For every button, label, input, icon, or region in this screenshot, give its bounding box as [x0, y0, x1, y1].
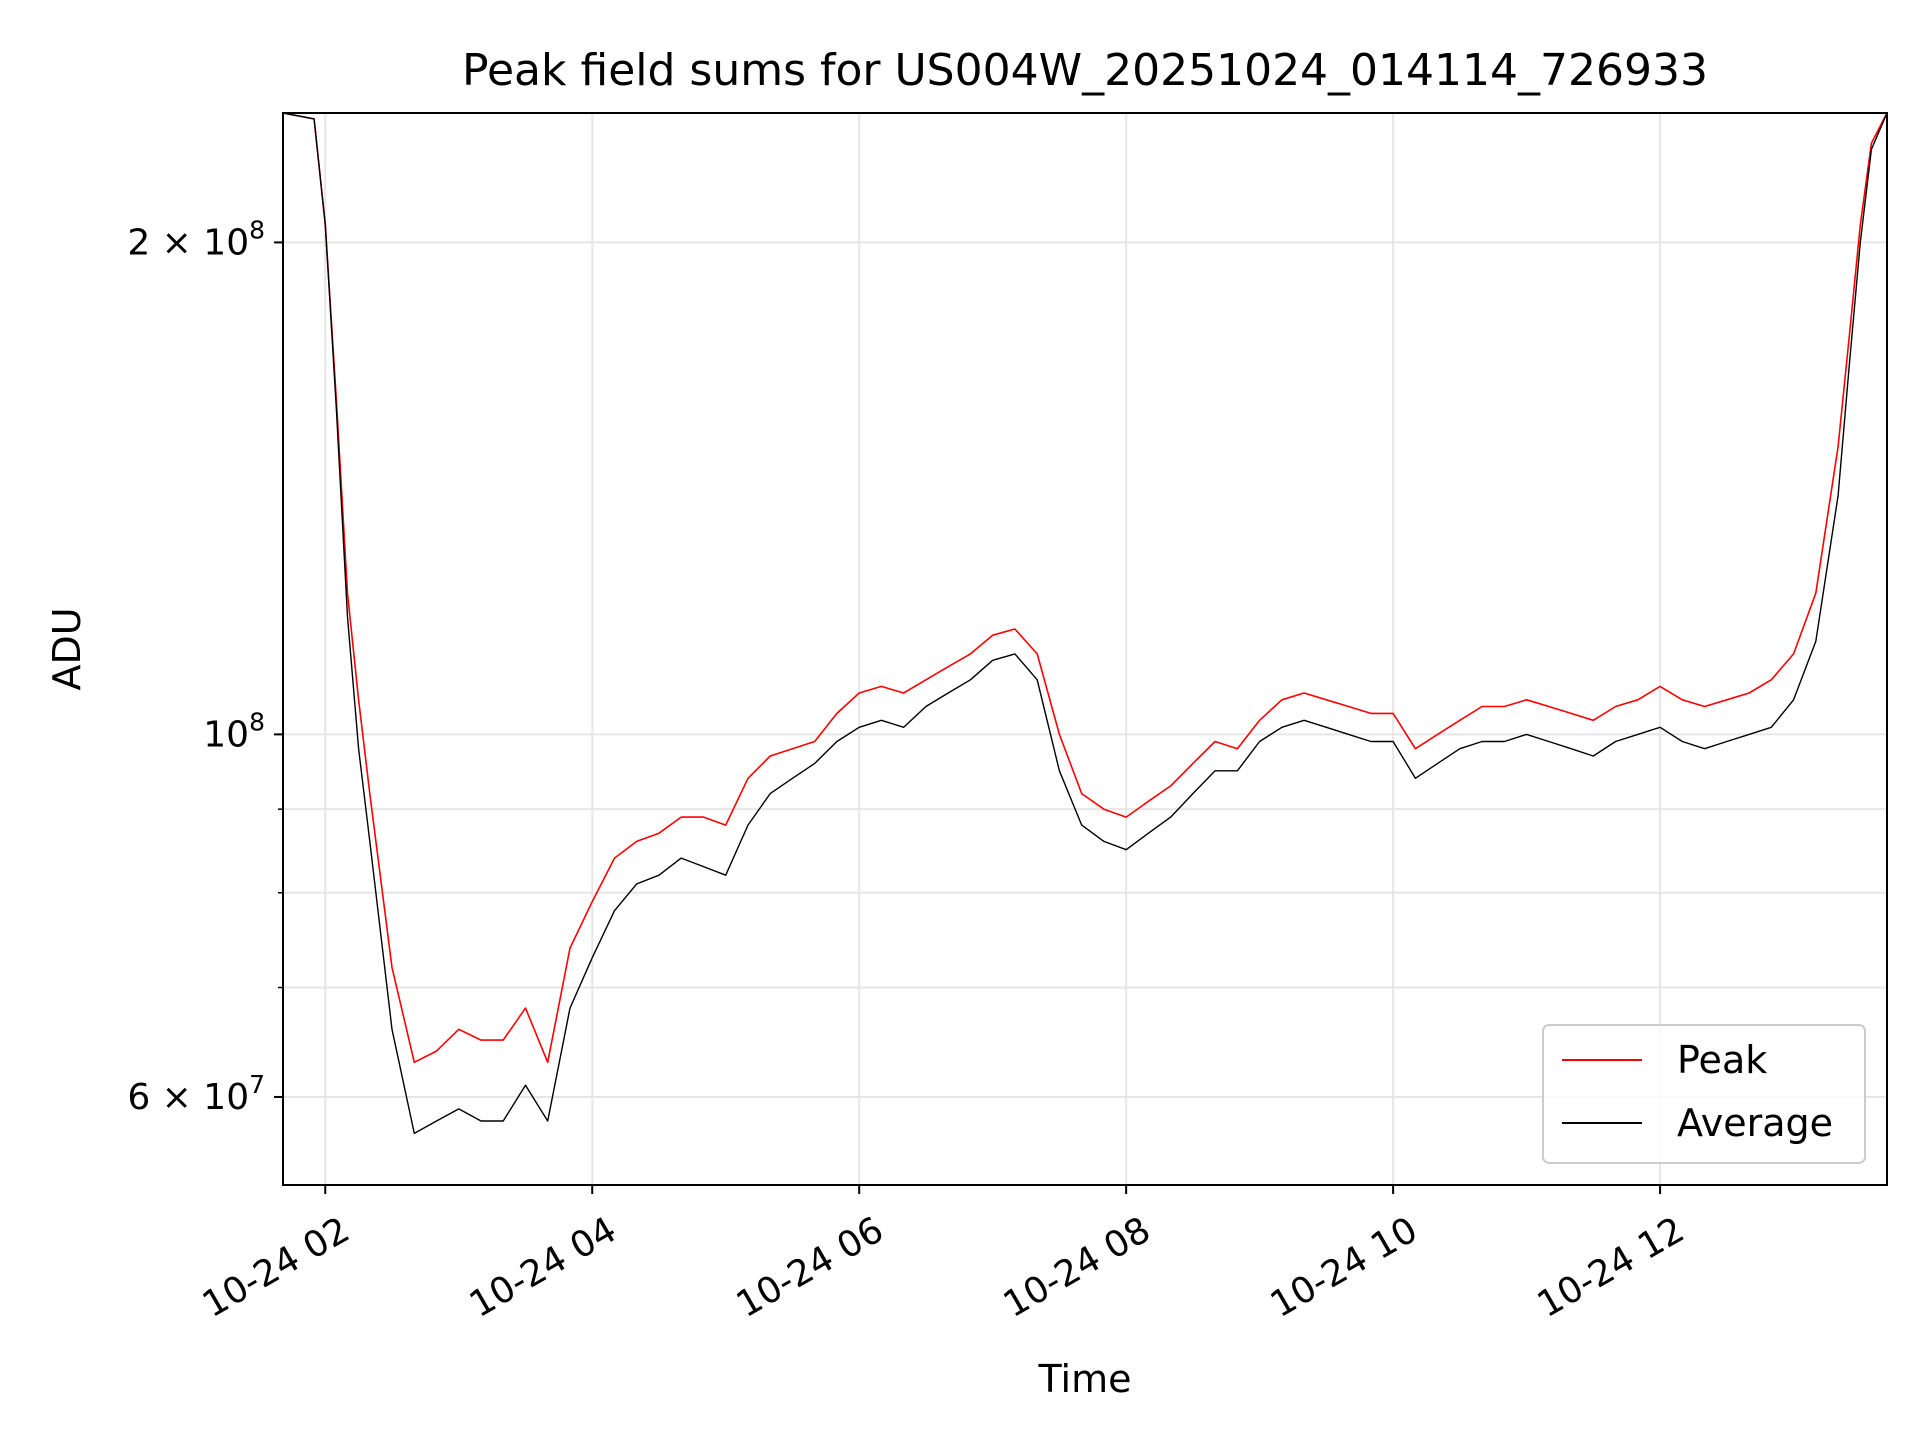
y-axis-label: ADU	[45, 607, 89, 690]
series-line-peak	[282, 112, 1888, 1064]
plot-frame	[282, 112, 1888, 1186]
legend: Peak Average	[1542, 1024, 1866, 1164]
legend-label-peak: Peak	[1677, 1038, 1767, 1082]
x-axis-label: Time	[1038, 1357, 1132, 1401]
series-layer	[282, 112, 1888, 1135]
y-tick-label: 2 × 108	[127, 215, 265, 263]
y-tick-label: 108	[203, 707, 265, 755]
series-line-average	[282, 112, 1888, 1135]
y-tick-label: 6 × 107	[127, 1070, 265, 1118]
chart-title: Peak field sums for US004W_20251024_0141…	[462, 45, 1708, 96]
legend-label-average: Average	[1677, 1101, 1833, 1145]
